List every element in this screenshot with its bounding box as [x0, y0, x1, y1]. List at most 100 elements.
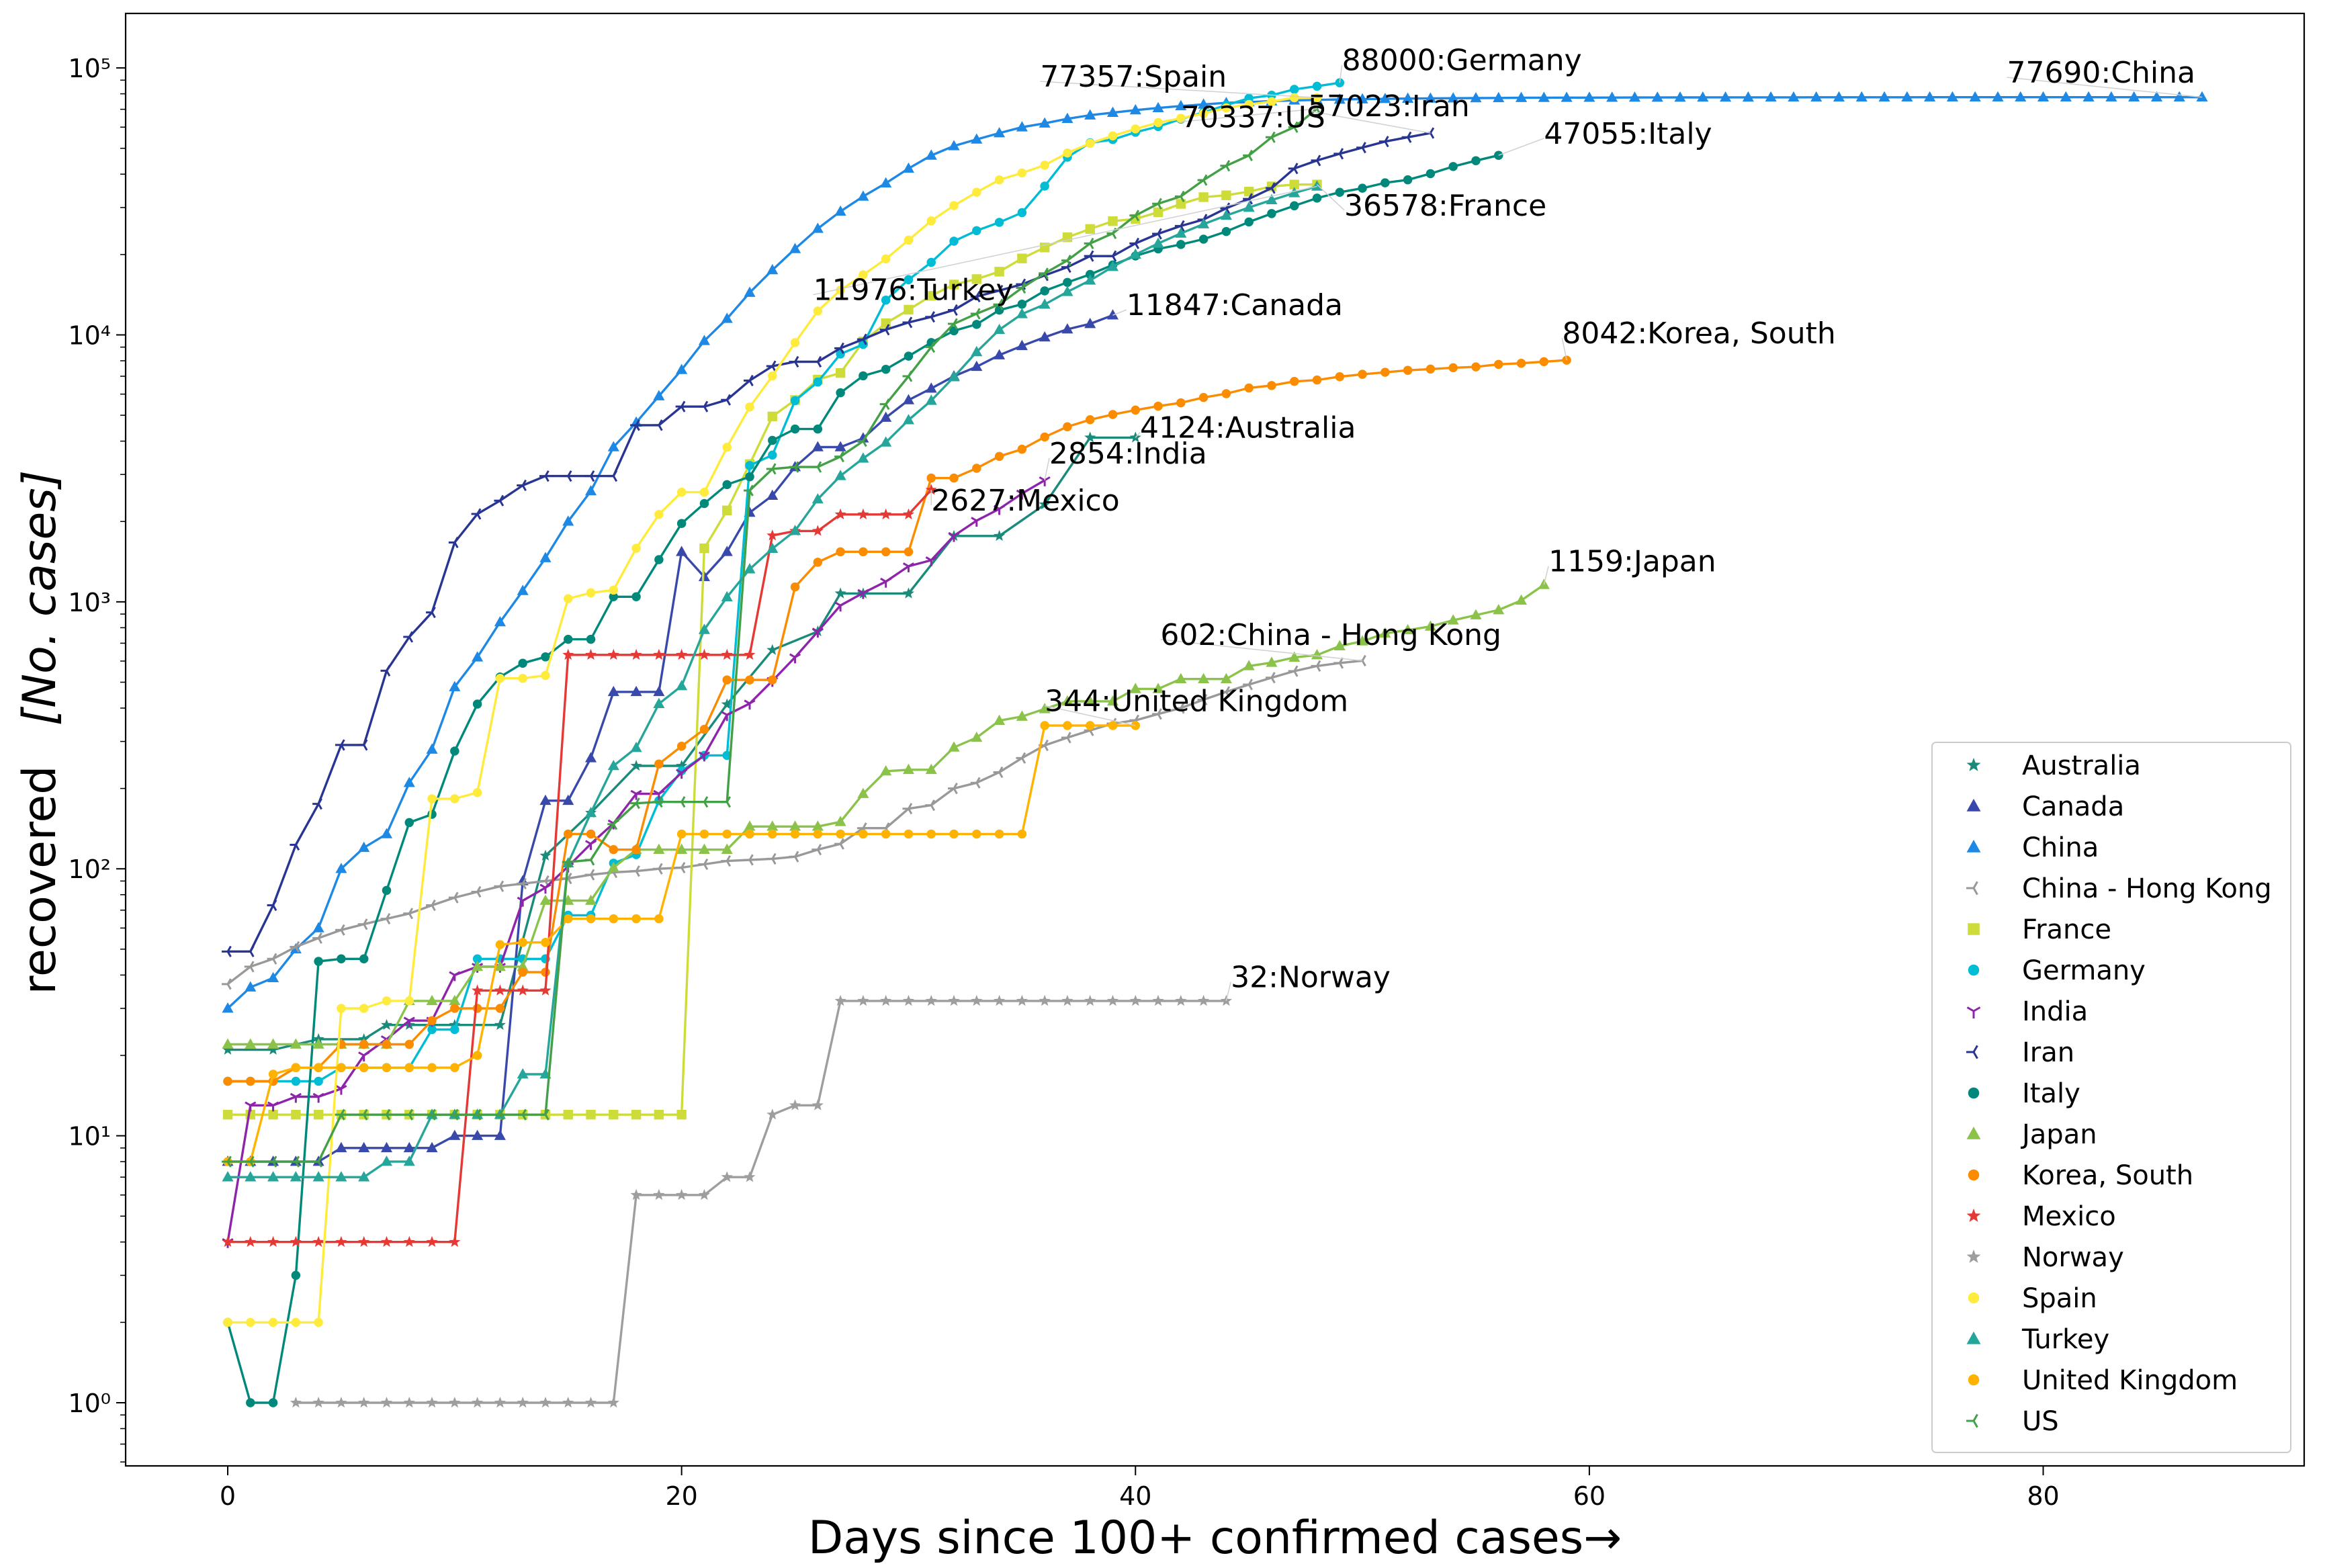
data-point-china	[744, 286, 756, 297]
data-point-korea-south	[1335, 372, 1345, 382]
data-point-japan	[1515, 594, 1528, 605]
data-point-turkey	[1198, 218, 1210, 228]
legend-label-italy: Italy	[2022, 1078, 2080, 1109]
data-point-iran	[380, 664, 391, 677]
annotation-germany: 88000:Germany	[1342, 44, 1582, 78]
data-point-korea-south	[450, 1004, 459, 1013]
data-point-china	[902, 162, 915, 173]
data-point-us	[1243, 149, 1253, 161]
data-point-turkey	[335, 1171, 347, 1182]
data-point-us	[380, 1108, 391, 1121]
data-point-united-kingdom	[563, 914, 573, 924]
data-point-iran	[267, 899, 277, 912]
data-point-canada	[562, 794, 574, 805]
data-point-japan	[1220, 672, 1232, 684]
data-point-united-kingdom	[382, 1063, 392, 1072]
legend-marker-iran	[1966, 1045, 1978, 1059]
data-point-korea-south	[495, 1004, 505, 1013]
data-point-us	[335, 1108, 345, 1121]
data-point-italy	[1063, 277, 1072, 288]
data-point-korea-south	[1403, 365, 1413, 375]
data-point-korea-south	[246, 1076, 255, 1086]
data-point-india	[902, 562, 915, 572]
data-point-spain	[699, 487, 709, 497]
y-tick-label-1000: 10³	[68, 588, 111, 617]
data-point-japan	[1493, 604, 1505, 615]
data-point-norway	[653, 1188, 665, 1201]
data-point-turkey	[222, 1171, 234, 1182]
data-point-mexico	[449, 1235, 461, 1247]
data-point-korea-south	[472, 1004, 482, 1013]
data-point-china-hong-kong	[902, 803, 913, 815]
legend-label-germany: Germany	[2022, 955, 2146, 986]
data-point-korea-south	[745, 675, 754, 685]
data-point-spain	[359, 1004, 369, 1013]
data-point-india	[1016, 489, 1028, 500]
data-point-japan	[1424, 620, 1436, 631]
data-point-china	[1697, 91, 1709, 102]
data-point-us	[1265, 131, 1276, 143]
legend-marker-japan	[1966, 1127, 1981, 1139]
series-line-iran	[228, 132, 1431, 953]
data-point-turkey	[607, 760, 619, 771]
data-point-turkey	[358, 1171, 370, 1182]
data-point-korea-south	[722, 675, 732, 685]
data-point-canada	[358, 1141, 370, 1153]
data-point-canada	[1061, 323, 1073, 334]
data-point-turkey	[857, 452, 869, 463]
data-point-turkey	[245, 1171, 257, 1182]
data-point-china-hong-kong	[380, 913, 391, 925]
data-point-china	[971, 133, 983, 144]
data-point-canada	[630, 685, 642, 697]
data-point-china-hong-kong	[1311, 660, 1321, 672]
legend-marker-norway	[1966, 1250, 1981, 1263]
data-point-iran	[1265, 182, 1276, 194]
data-point-us	[630, 797, 640, 810]
data-point-turkey	[994, 323, 1006, 335]
data-point-china-hong-kong	[1265, 672, 1276, 684]
data-point-germany	[813, 377, 823, 387]
legend: Australia Canada China China - Hong Kong Fra…	[1931, 742, 2291, 1453]
data-point-canada	[472, 1129, 484, 1140]
data-point-china	[335, 863, 347, 873]
data-point-korea-south	[1063, 422, 1072, 431]
data-point-iran	[357, 739, 368, 751]
data-point-norway	[1175, 994, 1187, 1006]
data-point-iran	[426, 606, 436, 619]
data-point-turkey	[1266, 193, 1278, 205]
data-point-japan	[834, 816, 846, 826]
annotation-leader-china-hong-kong	[1160, 639, 1363, 662]
annotation-italy: 47055:Italy	[1544, 117, 1712, 151]
data-point-italy	[745, 472, 754, 482]
data-point-germany	[994, 218, 1004, 227]
data-point-canada	[971, 360, 983, 372]
data-point-spain	[768, 371, 777, 381]
data-point-norway	[358, 1397, 370, 1408]
data-point-japan	[1379, 627, 1391, 638]
data-point-mexico	[403, 1235, 415, 1247]
data-point-india	[971, 517, 983, 527]
data-point-norway	[585, 1397, 597, 1408]
legend-label-turkey: Turkey	[2021, 1324, 2109, 1355]
data-point-spain	[450, 794, 459, 803]
data-point-turkey	[1106, 261, 1119, 271]
data-point-china	[403, 777, 415, 787]
legend-entry-turkey: Turkey	[1966, 1324, 2109, 1355]
data-point-us	[834, 451, 844, 463]
data-point-iran	[312, 798, 322, 810]
data-point-france	[1085, 224, 1095, 234]
data-point-norway	[880, 994, 892, 1006]
data-point-china	[1016, 121, 1028, 132]
data-point-india	[539, 883, 552, 894]
legend-marker-mexico	[1966, 1209, 1981, 1222]
data-point-canada	[902, 394, 915, 404]
annotation-india: 2854:India	[1049, 437, 1207, 471]
data-point-mexico	[744, 648, 756, 660]
annotation-leader-japan	[1543, 566, 1549, 585]
data-point-iran	[811, 355, 822, 368]
data-point-korea-south	[1425, 364, 1436, 374]
legend-marker-china	[1966, 840, 1981, 853]
data-point-italy	[268, 1398, 278, 1407]
data-point-spain	[881, 254, 891, 264]
data-point-china	[766, 263, 779, 275]
